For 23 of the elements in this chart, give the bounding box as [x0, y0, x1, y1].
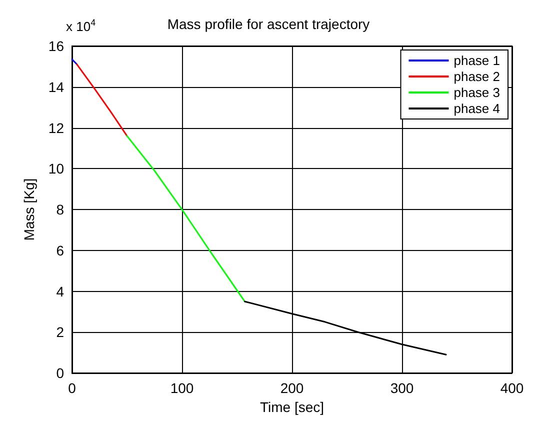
y-tick-label: 10 [48, 160, 64, 177]
legend-label: phase 1 [454, 53, 500, 68]
x-tick-label: 100 [170, 380, 194, 396]
y-tick-label: 6 [56, 242, 64, 258]
x-tick-label: 200 [280, 380, 304, 396]
x-axis-title: Time [sec] [260, 398, 324, 415]
x-tick-label: 0 [68, 380, 76, 396]
line-series [126, 135, 246, 302]
legend-label: phase 2 [454, 69, 500, 84]
legend-label: phase 4 [454, 101, 500, 116]
y-tick-label: 4 [56, 283, 64, 300]
y-tick-label: 0 [56, 365, 64, 381]
line-series [76, 64, 128, 137]
y-tick-label: 8 [56, 202, 64, 218]
y-tick-label: 14 [48, 78, 64, 95]
legend-label: phase 3 [454, 85, 500, 100]
chart-title: Mass profile for ascent trajectory [167, 16, 370, 32]
x-tick-label: 400 [500, 380, 524, 396]
y-tick-label: 16 [48, 38, 64, 54]
y-tick-label: 2 [56, 324, 64, 340]
y-axis-title: Mass [Kg] [21, 178, 37, 241]
x-tick-label: 300 [390, 380, 414, 396]
y-tick-label: 12 [48, 120, 64, 136]
